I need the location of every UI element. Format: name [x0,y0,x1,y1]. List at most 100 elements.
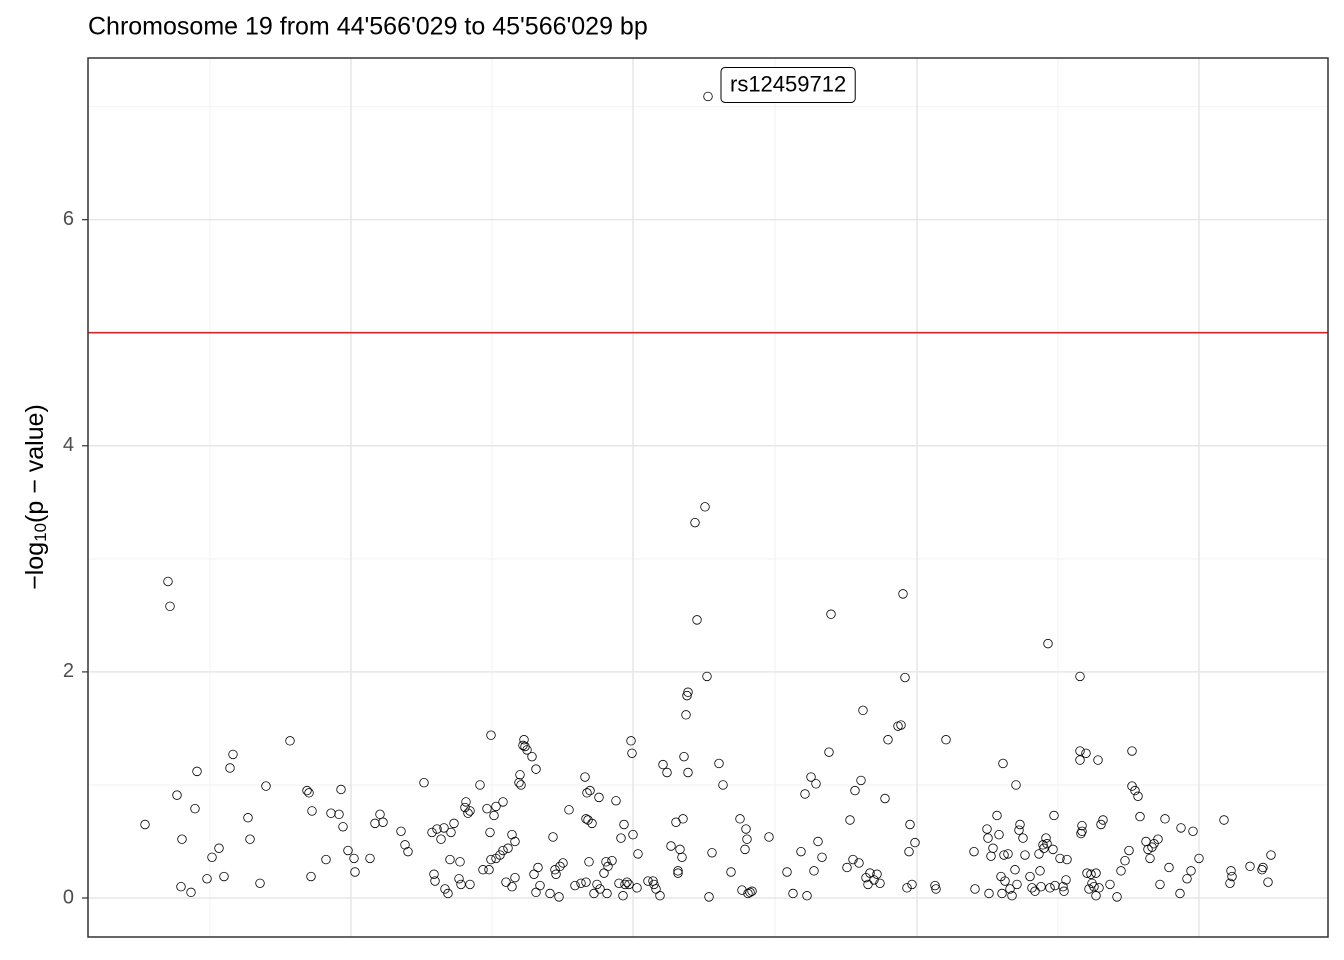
point [585,785,595,796]
point [673,868,683,878]
point [941,735,951,745]
point [1034,849,1044,859]
point [228,749,238,760]
point [666,841,676,851]
point [449,818,459,829]
point [1164,862,1174,873]
point [1038,840,1048,850]
point [994,829,1004,840]
point [1096,819,1106,830]
point [1266,850,1276,860]
point [515,770,525,780]
point [1135,811,1145,822]
point [740,844,750,855]
point [177,834,187,844]
point [1130,785,1140,796]
point [1188,826,1198,836]
point [1076,828,1086,839]
point [261,781,271,791]
point [285,736,295,746]
point [396,826,406,836]
point [455,857,465,867]
point [741,824,751,834]
point [255,878,265,888]
point [1089,881,1099,892]
point [461,797,471,807]
point [1003,849,1013,859]
point [555,861,565,872]
point [1081,748,1091,758]
point [1227,871,1237,882]
point [378,817,388,827]
point [1147,842,1157,852]
point [726,867,736,877]
point [190,803,200,814]
point [632,883,642,893]
point [186,887,196,898]
point [969,846,979,857]
point [628,829,638,840]
point [581,814,591,824]
point [1062,854,1072,865]
y-tick-label: 2 [63,660,74,682]
point [1175,888,1185,899]
point [370,818,380,829]
point [419,777,429,788]
point [607,855,617,866]
y-axis-label: −log10(p − value) [21,404,51,590]
point [507,881,517,892]
point [907,879,917,890]
point [675,844,685,855]
point [904,846,914,857]
point [1012,879,1022,890]
point [1127,781,1137,791]
y-tick-label: 0 [63,886,74,908]
point [1257,865,1267,875]
point [1245,861,1255,872]
point [1176,823,1186,833]
point [1094,883,1104,893]
y-tick-label: 6 [63,208,74,230]
point [1127,746,1137,756]
point [465,806,475,816]
point [601,857,611,867]
point [1155,879,1165,890]
point [1075,671,1085,682]
point [1039,843,1049,853]
point [581,877,591,887]
y-label-part: (p − value) [21,404,49,523]
point [1263,877,1273,887]
point [1045,883,1055,893]
point [495,850,505,860]
point [400,840,410,850]
point [486,854,496,865]
point [611,796,621,806]
point [1225,878,1235,888]
point [678,814,688,824]
highlight-point [703,91,713,102]
point [910,837,920,848]
point [165,601,175,612]
chart-title: Chromosome 19 from 44'566'029 to 45'566'… [88,13,648,41]
point [796,846,806,857]
point [592,879,602,890]
point [1084,884,1094,894]
point [1091,868,1101,878]
point [809,866,819,876]
point [584,857,594,867]
point [522,745,532,755]
point [863,879,873,890]
point [558,858,568,868]
point [207,852,217,862]
point [704,892,714,902]
point [489,810,499,821]
point [350,867,360,877]
point [986,851,996,861]
point [219,871,229,882]
point [850,785,860,796]
point [1049,810,1059,821]
point [1077,820,1087,831]
point [1061,875,1071,885]
point [649,879,659,890]
point [826,609,836,619]
